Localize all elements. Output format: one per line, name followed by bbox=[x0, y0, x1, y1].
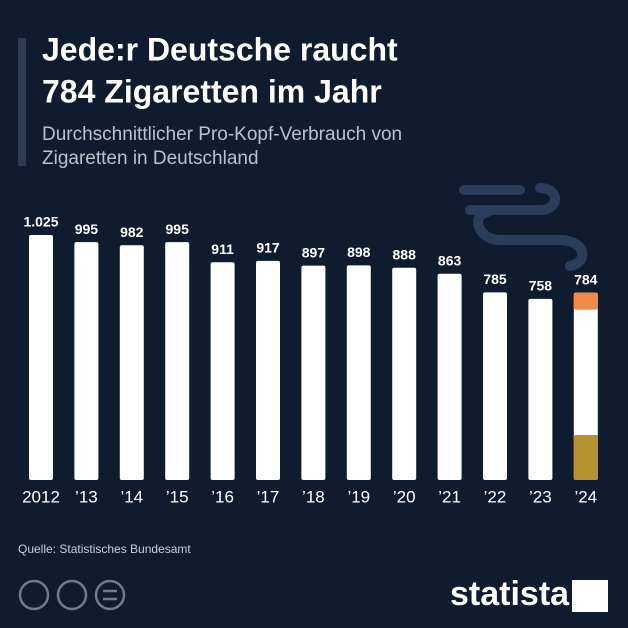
brand-logo: statista bbox=[450, 575, 570, 613]
x-tick-label: ’24 bbox=[574, 487, 597, 506]
bar bbox=[210, 262, 235, 480]
chart-title: Jede:r Deutsche raucht bbox=[42, 31, 398, 67]
value-label: 784 bbox=[574, 271, 598, 287]
bar bbox=[392, 267, 417, 480]
value-label: 1.025 bbox=[23, 214, 58, 230]
brand-icon bbox=[572, 580, 608, 612]
chart-title: 784 Zigaretten im Jahr bbox=[42, 73, 382, 109]
value-label: 758 bbox=[529, 278, 553, 294]
bar bbox=[301, 265, 326, 480]
bar bbox=[165, 242, 190, 480]
x-tick-label: ’20 bbox=[393, 487, 416, 506]
x-tick-label: ’19 bbox=[347, 487, 370, 506]
source: Quelle: Statistisches Bundesamt bbox=[18, 542, 191, 556]
value-label: 888 bbox=[393, 246, 417, 262]
smoke-decoration bbox=[459, 183, 588, 271]
x-tick-label: ’23 bbox=[529, 487, 552, 506]
value-label: 897 bbox=[302, 244, 326, 260]
cigarette-tip bbox=[573, 292, 598, 310]
title-accent bbox=[18, 38, 26, 166]
bar bbox=[437, 273, 462, 480]
x-tick-label: ’13 bbox=[75, 487, 98, 506]
x-tick-label: ’16 bbox=[211, 487, 234, 506]
x-tick-label: ’17 bbox=[257, 487, 280, 506]
x-tick-label: ’22 bbox=[484, 487, 507, 506]
value-label: 911 bbox=[211, 241, 234, 257]
x-tick-label: ’18 bbox=[302, 487, 325, 506]
value-label: 982 bbox=[120, 224, 144, 240]
bar bbox=[29, 235, 53, 480]
chart-subtitle: Durchschnittlicher Pro-Kopf-Verbrauch vo… bbox=[42, 124, 402, 145]
bar bbox=[119, 245, 144, 480]
bar bbox=[483, 292, 507, 480]
value-label: 917 bbox=[256, 240, 280, 256]
chart-subtitle: Zigaretten in Deutschland bbox=[42, 148, 259, 169]
value-label: 863 bbox=[438, 252, 462, 268]
value-label: 995 bbox=[166, 221, 190, 237]
bar bbox=[346, 265, 371, 480]
value-label: 785 bbox=[483, 271, 507, 287]
bar bbox=[74, 242, 99, 480]
bar bbox=[256, 260, 280, 480]
x-tick-label: ’15 bbox=[166, 487, 189, 506]
license-icons bbox=[18, 579, 126, 611]
x-tick-label: ’14 bbox=[120, 487, 143, 506]
x-tick-label: 2012 bbox=[22, 487, 60, 506]
value-label: 898 bbox=[347, 244, 371, 260]
x-tick-label: ’21 bbox=[438, 487, 461, 506]
bar bbox=[573, 292, 598, 480]
cigarette-filter bbox=[573, 435, 598, 480]
bar bbox=[528, 298, 553, 480]
value-label: 995 bbox=[75, 221, 99, 237]
